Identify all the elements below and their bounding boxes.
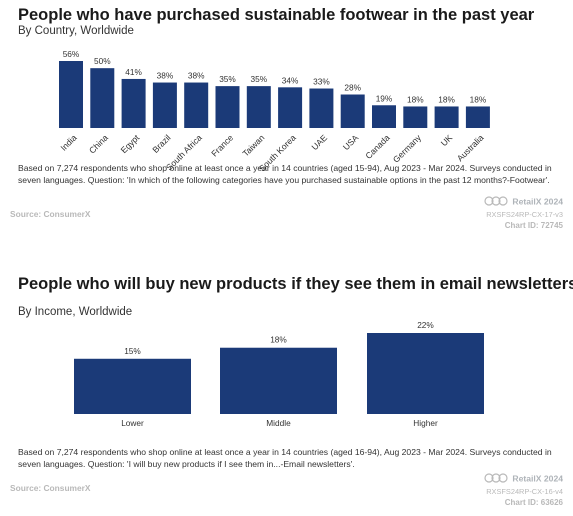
creative-commons-icon xyxy=(484,473,508,486)
category-label: Germany xyxy=(391,132,424,165)
bar-france xyxy=(215,86,240,128)
chart-subtitle: By Income, Worldwide xyxy=(18,306,133,318)
chart-title: People who have purchased sustainable fo… xyxy=(18,6,535,24)
chart-panel-email: People who will buy new products if they… xyxy=(0,262,573,516)
category-label: Brazil xyxy=(150,133,172,155)
chart-id: Chart ID: 63626 xyxy=(504,498,563,507)
bar-uk xyxy=(434,106,459,128)
bar-canada xyxy=(372,105,396,128)
data-label: 41% xyxy=(125,67,142,77)
data-label: 28% xyxy=(344,83,361,93)
bar-higher xyxy=(367,333,484,414)
bar-uae xyxy=(309,88,334,128)
bar-taiwan xyxy=(246,86,271,128)
chart-code: RXSFS24RP-CX-16-v4 xyxy=(486,487,563,496)
creative-commons-icon xyxy=(484,196,508,209)
category-label: France xyxy=(209,132,235,158)
brand-label: RetailX 2024 xyxy=(512,196,563,207)
category-label: Taiwan xyxy=(240,132,266,158)
bar-south-korea xyxy=(278,87,303,128)
data-label: 35% xyxy=(219,74,236,84)
data-label: 15% xyxy=(124,346,141,356)
data-label: 38% xyxy=(157,71,174,81)
category-label: UAE xyxy=(310,132,330,152)
bar-lower xyxy=(74,358,191,414)
category-label: Higher xyxy=(413,418,438,428)
data-label: 38% xyxy=(188,71,205,81)
category-label: China xyxy=(87,132,110,155)
chart-title: People who will buy new products if they… xyxy=(18,275,573,293)
category-label: Egypt xyxy=(119,132,142,155)
data-label: 34% xyxy=(282,75,299,85)
chart-panel-footwear: People who have purchased sustainable fo… xyxy=(0,0,573,250)
bar-brazil xyxy=(152,82,177,128)
data-label: 56% xyxy=(63,49,80,59)
source-text: Source: ConsumerX xyxy=(10,209,91,219)
bar-usa xyxy=(340,94,365,128)
category-label: Canada xyxy=(363,132,392,161)
brand-label: RetailX 2024 xyxy=(512,473,563,484)
data-label: 18% xyxy=(407,94,424,104)
chart-meta: RetailX 2024 RXSFS24RP-CX-16-v4 Chart ID… xyxy=(484,473,563,508)
data-label: 50% xyxy=(94,56,111,66)
data-label: 35% xyxy=(250,74,267,84)
chart-meta: RetailX 2024 RXSFS24RP-CX-17-v3 Chart ID… xyxy=(484,196,563,231)
category-label: Middle xyxy=(266,418,291,428)
data-label: 19% xyxy=(376,93,393,103)
data-label: 22% xyxy=(417,320,434,330)
data-label: 18% xyxy=(470,94,487,104)
bar-china xyxy=(90,68,115,128)
source-text: Source: ConsumerX xyxy=(10,483,91,493)
bar-india xyxy=(59,61,83,128)
bar-chart-email: 15% Lower 18% Middle 22% Higher xyxy=(74,320,484,428)
chart-id: Chart ID: 72745 xyxy=(504,221,563,230)
category-label: USA xyxy=(341,132,361,152)
bar-germany xyxy=(403,106,428,128)
bar-chart-footwear: 56%India50%China41%Egypt38%Brazil38%Sout… xyxy=(58,49,490,173)
bar-middle xyxy=(220,347,337,414)
category-label: Lower xyxy=(121,418,144,428)
data-label: 18% xyxy=(438,94,455,104)
data-label: 33% xyxy=(313,77,330,87)
chart-subtitle: By Country, Worldwide xyxy=(18,25,134,37)
chart-code: RXSFS24RP-CX-17-v3 xyxy=(486,210,563,219)
chart-note: Based on 7,274 respondents who shop onli… xyxy=(18,447,552,469)
data-label: 18% xyxy=(270,335,287,345)
bar-australia xyxy=(465,106,490,128)
chart-note: Based on 7,274 respondents who shop onli… xyxy=(18,163,552,185)
category-label: India xyxy=(58,132,78,152)
category-label: Australia xyxy=(455,132,486,163)
bar-egypt xyxy=(121,78,146,128)
category-label: UK xyxy=(439,132,455,148)
bar-south-africa xyxy=(184,82,209,128)
